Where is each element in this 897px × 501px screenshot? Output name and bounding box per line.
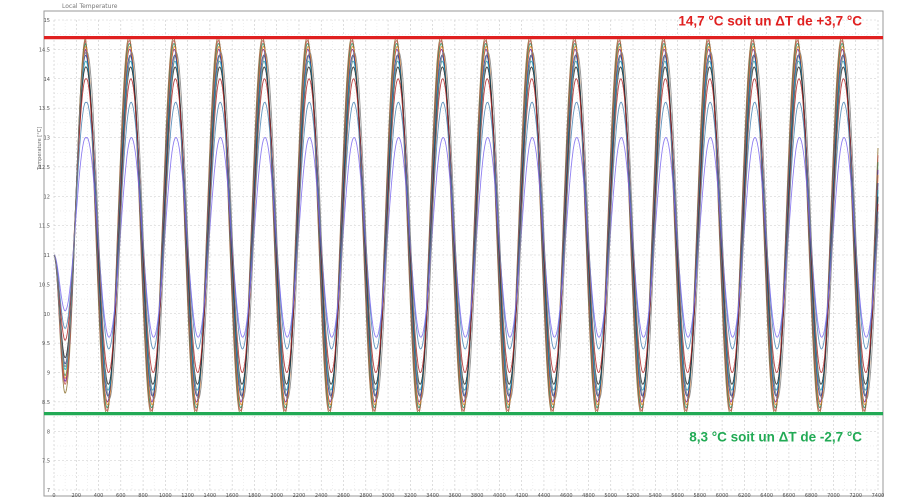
axis-ticks: 7 7.5 8 8.5 9 9.5 10 10.5 11 11.5 12 12.5 13 13.5 14 14… (39, 18, 885, 499)
y-tick-label: 8.5 (42, 400, 50, 406)
x-tick-label: 4200 (515, 493, 528, 499)
x-tick-label: 2400 (315, 493, 328, 499)
y-tick-label: 15 (44, 18, 50, 24)
x-tick-label: 1600 (226, 493, 239, 499)
x-tick-label: 6400 (760, 493, 773, 499)
x-tick-label: 2800 (359, 493, 372, 499)
x-tick-label: 4600 (560, 493, 573, 499)
y-tick-label: 8 (47, 429, 50, 435)
chart-title: Local Temperature (62, 3, 118, 10)
x-tick-label: 1800 (248, 493, 261, 499)
x-tick-label: 5800 (693, 493, 706, 499)
x-tick-label: 5200 (627, 493, 640, 499)
reference-lines: 14,7 °C soit un ΔT de +3,7 °C 8,3 °C soit… (44, 14, 883, 445)
x-tick-label: 1200 (181, 493, 194, 499)
y-tick-label: 14.5 (39, 47, 50, 53)
min-reference-label: 8,3 °C soit un ΔT de -2,7 °C (689, 430, 862, 445)
y-tick-label: 13.5 (39, 106, 50, 112)
x-tick-label: 1000 (159, 493, 172, 499)
x-tick-label: 5600 (671, 493, 684, 499)
x-tick-label: 4800 (582, 493, 595, 499)
x-tick-label: 4400 (538, 493, 551, 499)
y-tick-label: 10.5 (39, 282, 50, 288)
x-tick-label: 800 (138, 493, 148, 499)
x-tick-label: 2000 (270, 493, 283, 499)
x-tick-label: 6600 (783, 493, 796, 499)
y-tick-label: 12 (44, 194, 50, 200)
x-tick-label: 3000 (382, 493, 395, 499)
x-tick-label: 0 (52, 493, 55, 499)
x-tick-label: 7400 (872, 493, 885, 499)
x-tick-label: 6000 (716, 493, 729, 499)
x-tick-label: 7200 (849, 493, 862, 499)
x-tick-label: 3800 (471, 493, 484, 499)
x-tick-label: 3600 (448, 493, 461, 499)
x-tick-label: 2200 (293, 493, 306, 499)
x-tick-label: 3200 (404, 493, 417, 499)
y-tick-label: 7 (47, 488, 50, 494)
x-tick-label: 200 (71, 493, 81, 499)
series-group (53, 36, 879, 415)
y-tick-label: 9.5 (42, 341, 50, 347)
x-tick-label: 600 (116, 493, 126, 499)
x-tick-label: 6800 (805, 493, 818, 499)
y-tick-label: 12.5 (39, 165, 50, 171)
y-tick-label: 9 (47, 371, 50, 377)
series-line (53, 136, 879, 338)
x-tick-label: 7000 (827, 493, 840, 499)
series-line (53, 51, 879, 400)
x-tick-label: 3400 (426, 493, 439, 499)
x-tick-label: 5400 (649, 493, 662, 499)
y-tick-label: 14 (44, 77, 50, 83)
max-reference-label: 14,7 °C soit un ΔT de +3,7 °C (678, 14, 862, 29)
x-tick-label: 4000 (493, 493, 506, 499)
x-tick-label: 2600 (337, 493, 350, 499)
x-tick-label: 5000 (604, 493, 617, 499)
x-tick-label: 1400 (204, 493, 217, 499)
y-tick-label: 10 (44, 312, 50, 318)
y-tick-label: 7.5 (42, 459, 50, 465)
y-tick-label: 13 (44, 136, 50, 142)
y-tick-label: 11.5 (39, 224, 50, 230)
y-axis-label: Temperature [°C] (37, 127, 43, 171)
y-tick-label: 11 (44, 253, 50, 259)
x-tick-label: 6200 (738, 493, 751, 499)
x-tick-label: 400 (94, 493, 104, 499)
